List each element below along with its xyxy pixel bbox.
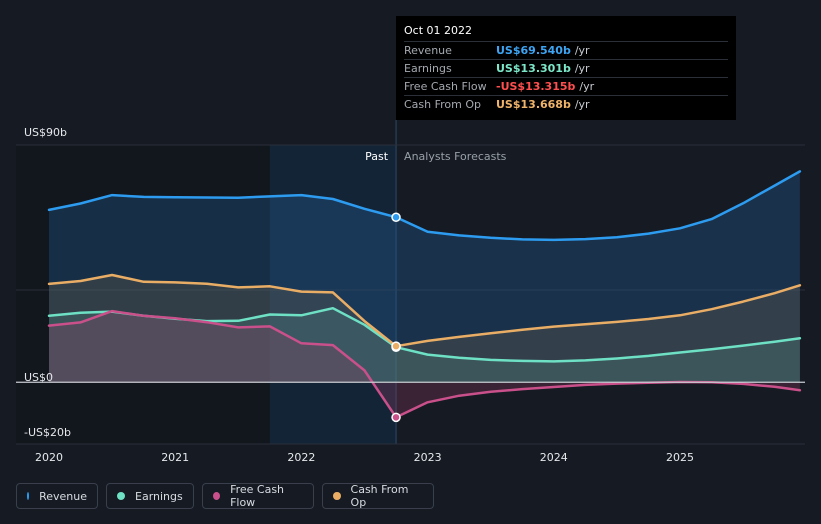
tooltip-row-earnings: Earnings US$13.301b /yr — [404, 59, 728, 77]
tooltip-label: Cash From Op — [404, 98, 482, 111]
y-tick-label: US$0 — [24, 371, 53, 384]
tooltip-unit: /yr — [574, 62, 590, 75]
tooltip-date: Oct 01 2022 — [404, 24, 473, 37]
past-label: Past — [365, 150, 389, 163]
tooltip-value: US$69.540b — [496, 44, 571, 57]
tooltip: Oct 01 2022 Revenue US$69.540b /yr Earni… — [396, 16, 736, 120]
revenue-dot-icon — [27, 492, 30, 500]
tooltip-row-cash-from-op: Cash From Op US$13.668b /yr — [404, 95, 728, 113]
series-line-cash-from-op — [47, 273, 802, 348]
area-free-cash-flow — [49, 311, 800, 418]
tooltip-unit: /yr — [574, 44, 590, 57]
tooltip-unit: /yr — [574, 98, 590, 111]
tooltip-value: US$13.301b — [496, 62, 571, 75]
tooltip-row-revenue: Revenue US$69.540b /yr — [404, 41, 728, 59]
legend-label: Earnings — [135, 489, 183, 503]
free-cash-flow-dot-icon — [213, 492, 221, 500]
x-tick-label: 2024 — [540, 451, 568, 464]
tooltip-value: -US$13.315b — [496, 80, 576, 93]
legend: Revenue Earnings Free Cash Flow Cash Fro… — [16, 483, 434, 511]
tooltip-label: Free Cash Flow — [404, 80, 487, 93]
legend-item-cash-from-op[interactable]: Cash From Op — [322, 483, 434, 509]
area-revenue — [49, 171, 800, 383]
tooltip-unit: /yr — [579, 80, 595, 93]
legend-label: Free Cash Flow — [230, 483, 285, 509]
legend-label: Revenue — [39, 489, 87, 503]
legend-item-free-cash-flow[interactable]: Free Cash Flow — [202, 483, 314, 509]
earnings-dot-icon — [117, 492, 125, 500]
tooltip-row-free-cash-flow: Free Cash Flow -US$13.315b /yr — [404, 77, 728, 95]
cash-from-op-dot-icon — [333, 492, 341, 500]
series-line-revenue — [47, 170, 802, 242]
forecast-label: Analysts Forecasts — [404, 150, 507, 163]
x-tick-label: 2021 — [161, 451, 189, 464]
tooltip-label: Earnings — [404, 62, 452, 75]
marker-cash-from-op — [391, 341, 401, 351]
x-tick-label: 2022 — [287, 451, 315, 464]
legend-label: Cash From Op — [350, 483, 409, 509]
x-tick-label: 2020 — [35, 451, 63, 464]
legend-item-revenue[interactable]: Revenue — [16, 483, 98, 509]
y-tick-label: US$90b — [24, 126, 67, 139]
marker-revenue — [391, 212, 401, 222]
tooltip-value: US$13.668b — [496, 98, 571, 111]
y-tick-label: -US$20b — [24, 426, 71, 439]
legend-item-earnings[interactable]: Earnings — [106, 483, 194, 509]
x-tick-label: 2023 — [414, 451, 442, 464]
x-tick-label: 2025 — [666, 451, 694, 464]
marker-free-cash-flow — [391, 412, 401, 423]
tooltip-label: Revenue — [404, 44, 452, 57]
area-cash-from-op — [49, 275, 800, 383]
